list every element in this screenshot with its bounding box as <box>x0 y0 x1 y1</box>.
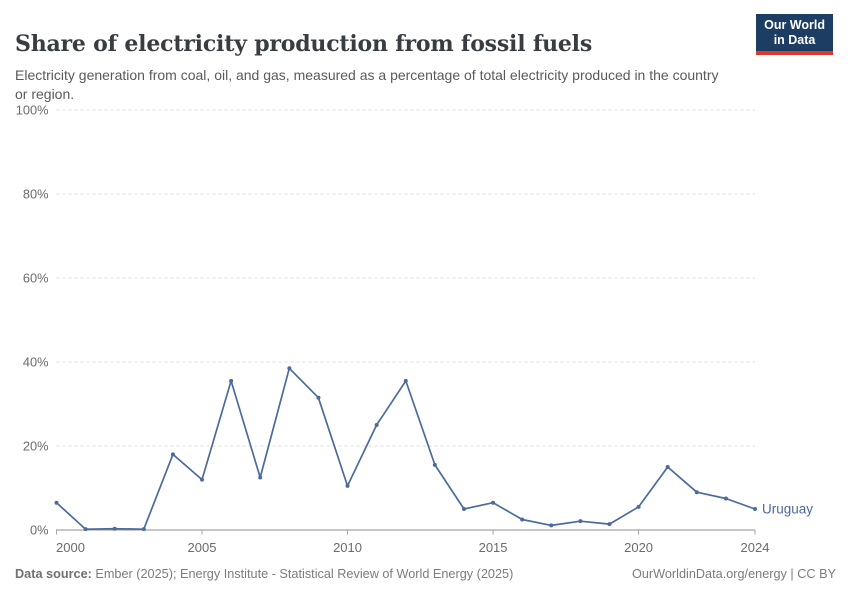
series-line-uruguay <box>55 367 756 531</box>
data-point-2024 <box>753 507 757 511</box>
y-tick-label-80: 80% <box>23 187 49 202</box>
data-point-2012 <box>403 378 408 383</box>
data-point-2007 <box>258 475 263 480</box>
chart-subtitle: Electricity generation from coal, oil, a… <box>15 67 719 102</box>
data-point-2000 <box>54 500 59 505</box>
data-point-2014 <box>461 507 466 511</box>
data-point-2022 <box>694 490 699 495</box>
series-end-label-uruguay[interactable]: Uruguay <box>762 502 813 517</box>
data-point-2019 <box>607 522 612 527</box>
x-tick-label-2000: 2000 <box>56 540 85 555</box>
data-point-2015 <box>491 500 496 505</box>
y-tick-label-0: 0% <box>30 523 49 538</box>
datasource-label: Data source: <box>15 567 92 581</box>
owid-logo[interactable]: Our World in Data <box>756 14 833 55</box>
y-tick-label-20: 20% <box>23 439 49 454</box>
data-point-2016 <box>520 517 525 522</box>
x-tick-label-2020: 2020 <box>624 540 653 555</box>
y-tick-label-40: 40% <box>23 355 49 370</box>
owid-logo-line2: in Data <box>773 33 816 47</box>
owid-logo-line1: Our World <box>764 18 825 32</box>
data-point-2003 <box>141 527 146 532</box>
data-point-2006 <box>229 378 234 383</box>
data-point-2011 <box>374 423 379 427</box>
data-point-2008 <box>287 366 292 371</box>
data-point-2002 <box>112 526 117 531</box>
data-point-2010 <box>345 483 350 488</box>
x-tick-label-2010: 2010 <box>333 540 362 555</box>
data-point-2005 <box>200 477 205 482</box>
data-point-2009 <box>316 395 321 400</box>
credit-link: OurWorldinData.org/energy | CC BY <box>631 567 836 581</box>
data-point-2017 <box>549 523 554 528</box>
y-tick-label-100: 100% <box>16 103 49 118</box>
y-tick-label-60: 60% <box>23 271 49 286</box>
chart-title: Share of electricity production from fos… <box>15 30 593 57</box>
data-point-2018 <box>578 519 583 524</box>
datasource-text: Ember (2025); Energy Institute - Statist… <box>91 567 514 581</box>
x-tick-label-2015: 2015 <box>479 540 508 555</box>
data-point-2004 <box>170 452 175 457</box>
data-point-2021 <box>665 465 670 469</box>
chart-footer: Data source: Ember (2025); Energy Instit… <box>15 567 836 581</box>
data-point-2001 <box>83 527 88 532</box>
x-tick-label-2024: 2024 <box>741 540 770 555</box>
x-tick-label-2005: 2005 <box>188 540 217 555</box>
data-point-2020 <box>636 504 641 509</box>
data-point-2013 <box>432 462 437 467</box>
datasource-note: Data source: Ember (2025); Energy Instit… <box>15 567 513 581</box>
data-point-2023 <box>723 496 728 501</box>
